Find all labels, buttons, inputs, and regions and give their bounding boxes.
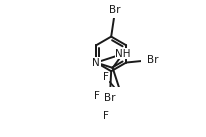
Text: Br: Br <box>104 93 115 103</box>
Text: N: N <box>92 58 99 68</box>
Text: Br: Br <box>109 5 120 15</box>
Text: Br: Br <box>146 55 158 65</box>
Text: F: F <box>102 72 108 82</box>
Text: NH: NH <box>115 49 130 59</box>
Text: F: F <box>102 111 108 121</box>
Text: F: F <box>93 91 99 101</box>
